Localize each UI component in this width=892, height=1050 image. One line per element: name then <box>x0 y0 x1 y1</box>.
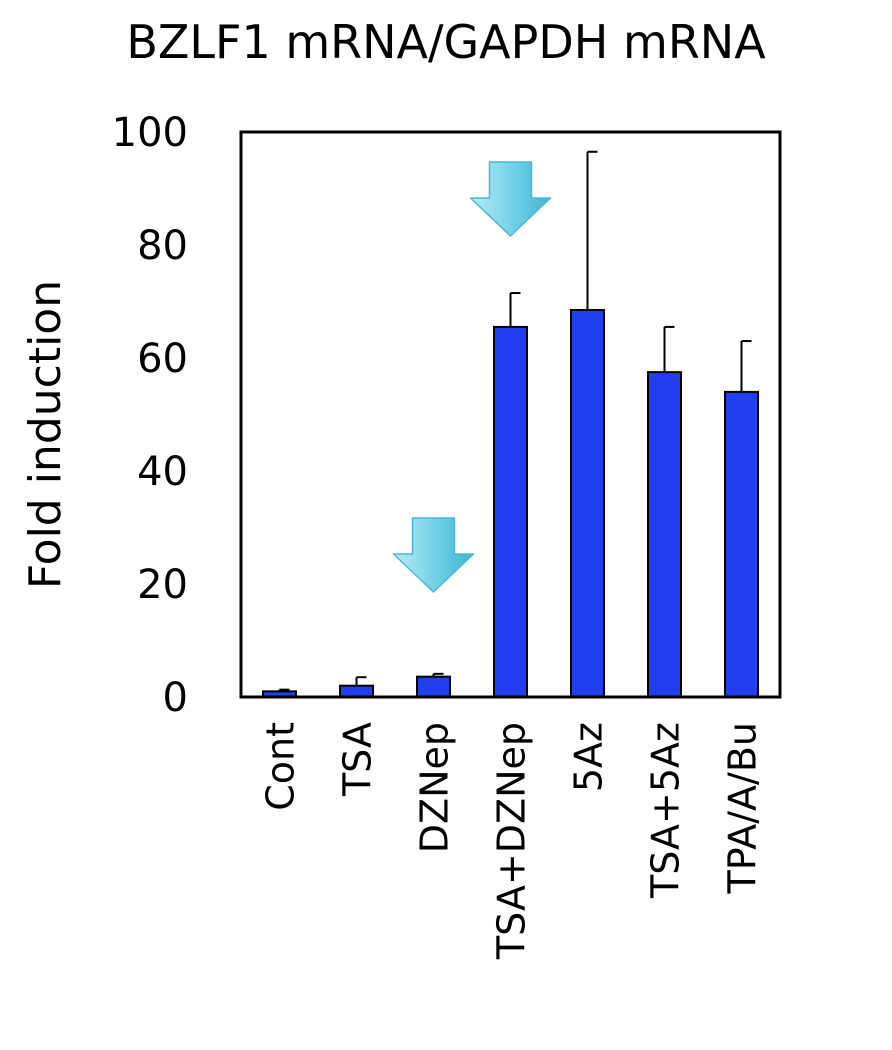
plot-frame <box>239 130 782 699</box>
down-arrow-icon <box>392 517 475 593</box>
y-tick-label: 100 <box>112 110 188 156</box>
bar <box>647 371 682 698</box>
x-category-label: TPA/A/Bu <box>721 722 765 894</box>
bar <box>493 325 528 698</box>
bar <box>570 308 605 698</box>
y-tick-label: 40 <box>137 449 188 495</box>
x-category-label: Cont <box>259 722 303 811</box>
y-tick-label: 20 <box>137 562 188 608</box>
y-tick-label: 60 <box>137 336 188 382</box>
annotation-layer <box>392 161 552 593</box>
bar <box>724 390 759 698</box>
error-bar-layer <box>278 150 752 692</box>
bar-layer <box>262 308 759 699</box>
bar <box>339 684 374 699</box>
x-category-label: TSA+DZNep <box>490 722 534 960</box>
y-axis-label: Fold induction <box>20 280 71 589</box>
x-category-label: DZNep <box>413 722 457 853</box>
bar <box>416 675 451 698</box>
y-tick-label: 80 <box>137 223 188 269</box>
y-axis-ticks: 0 20 40 60 80 100 <box>112 110 188 721</box>
x-category-label: TSA <box>336 722 380 797</box>
x-category-label: TSA+5Az <box>644 722 688 899</box>
down-arrow-icon <box>469 161 552 237</box>
chart-title: BZLF1 mRNA/GAPDH mRNA <box>126 15 766 69</box>
x-category-label: 5Az <box>567 722 611 792</box>
y-tick-label: 0 <box>163 675 188 721</box>
x-axis-categories: Cont TSA DZNep TSA+DZNep 5Az TSA+5Az TPA/A/Bu <box>259 722 765 960</box>
